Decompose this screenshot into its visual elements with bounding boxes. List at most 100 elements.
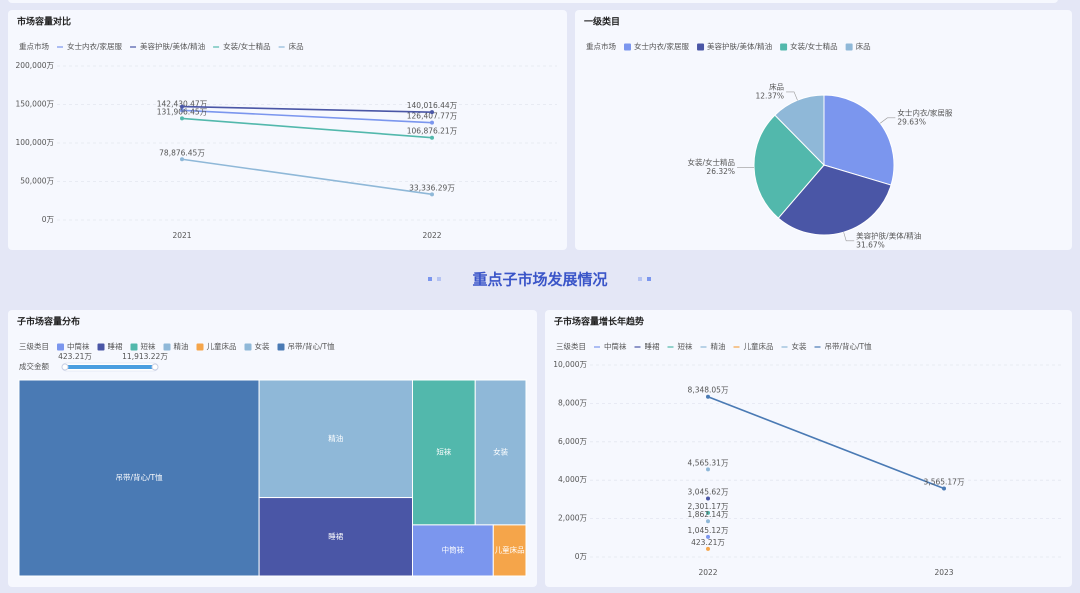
legend-label: 吊带/背心/T恤 — [825, 341, 873, 351]
visual-map-range — [65, 365, 155, 369]
legend-label: 女装 — [255, 341, 270, 351]
y-tick-label: 100,000万 — [15, 138, 54, 147]
y-tick-label: 8,000万 — [558, 398, 587, 407]
x-tick-label: 2022 — [698, 568, 717, 577]
y-tick-label: 150,000万 — [15, 100, 54, 109]
slice-value: 29.63% — [897, 117, 926, 126]
legend-label: 睡裙 — [645, 341, 660, 351]
y-tick-label: 200,000万 — [15, 61, 54, 70]
legend-label: 床品 — [289, 41, 304, 51]
decoration — [638, 277, 642, 281]
y-tick-label: 10,000万 — [553, 360, 587, 369]
series-line — [707, 395, 945, 490]
data-point — [706, 519, 710, 524]
section-title: 重点子市场发展情况 — [472, 271, 607, 289]
x-tick-label: 2021 — [172, 231, 191, 240]
leader-line — [786, 91, 798, 101]
data-label: 423.21万 — [691, 538, 725, 547]
data-point — [706, 510, 710, 515]
decoration — [647, 277, 651, 281]
series-line — [181, 109, 433, 124]
legend-label: 儿童床品 — [744, 341, 774, 351]
legend-label: 女士内衣/家居服 — [67, 41, 123, 51]
data-label: 8,348.05万 — [688, 386, 729, 395]
slice-label: 床品 — [769, 81, 784, 91]
slice-value: 31.67% — [856, 240, 885, 249]
data-point — [180, 104, 184, 109]
legend-label: 短袜 — [141, 341, 156, 351]
tile — [258, 497, 413, 577]
legend-label: 美容护肤/美体/精油 — [140, 41, 205, 51]
legend-label: 中筒袜 — [604, 341, 627, 351]
y-tick-label: 4,000万 — [558, 475, 587, 484]
tile — [492, 524, 527, 577]
slice-label: 女装/女士精品 — [688, 157, 736, 167]
legend-label: 美容护肤/美体/精油 — [707, 41, 772, 51]
legend-label: 睡裙 — [108, 341, 123, 351]
leader-line — [879, 117, 896, 124]
legend-marker — [845, 43, 853, 51]
legend-label: 儿童床品 — [207, 341, 237, 351]
data-point — [706, 467, 710, 472]
pie-slice — [823, 94, 895, 186]
visual-map-label: 423.21万 — [58, 352, 92, 361]
tile-label: 精油 — [328, 433, 343, 443]
slice-value: 26.32% — [706, 167, 735, 176]
pie-slice — [753, 114, 825, 219]
legend-marker — [163, 343, 171, 351]
tile-label: 吊带/背心/T恤 — [115, 472, 163, 482]
x-tick-label: 2022 — [422, 231, 441, 240]
legend-marker — [196, 343, 204, 351]
data-point — [706, 546, 710, 551]
tile — [258, 379, 413, 499]
slice-value: 12.37% — [755, 91, 784, 100]
legend-label: 女装/女士精品 — [223, 41, 271, 51]
top-panel — [8, 0, 1058, 3]
data-point — [180, 108, 184, 113]
data-label: 1,862.14万 — [688, 510, 729, 519]
panel — [545, 310, 1072, 587]
tile — [18, 379, 260, 577]
slice-label: 美容护肤/美体/精油 — [856, 230, 921, 240]
legend-label: 精油 — [174, 341, 189, 351]
data-point — [942, 486, 946, 491]
data-point — [706, 394, 710, 399]
data-label: 140,016.44万 — [407, 101, 458, 110]
panel-title: 市场容量对比 — [17, 16, 71, 28]
pie-slice — [774, 94, 825, 167]
tile-label: 中筒袜 — [442, 544, 465, 554]
legend-marker — [244, 343, 252, 351]
legend-title: 重点市场 — [586, 41, 616, 51]
data-point — [180, 157, 184, 162]
panel — [8, 10, 567, 250]
tile — [474, 379, 527, 526]
visual-map-label: 11,913.22万 — [122, 352, 168, 361]
legend-marker — [130, 343, 138, 351]
data-label: 33,336.29万 — [409, 183, 455, 192]
legend-marker — [97, 343, 105, 351]
tile-label: 睡裙 — [328, 531, 343, 541]
data-point — [430, 135, 434, 140]
legend-label: 女士内衣/家居服 — [634, 41, 690, 51]
data-point — [430, 120, 434, 125]
data-point — [430, 192, 434, 197]
data-label: 3,045.62万 — [688, 488, 729, 497]
legend-label: 短袜 — [678, 341, 693, 351]
visual-map-handle — [61, 363, 69, 371]
data-label: 1,045.12万 — [688, 526, 729, 535]
visual-map-handle — [151, 363, 159, 371]
tile-label: 儿童床品 — [495, 544, 525, 554]
panel-title: 子市场容量增长年趋势 — [554, 316, 644, 328]
legend-label: 精油 — [711, 341, 726, 351]
legend-title: 三级类目 — [19, 341, 49, 351]
tile — [411, 379, 476, 526]
leader-line — [843, 232, 855, 242]
panel-title: 一级类目 — [584, 16, 620, 28]
legend-marker — [57, 343, 64, 351]
decoration — [437, 277, 441, 281]
data-point — [430, 110, 434, 115]
legend-label: 女装/女士精品 — [790, 41, 838, 51]
series-line — [181, 158, 433, 196]
